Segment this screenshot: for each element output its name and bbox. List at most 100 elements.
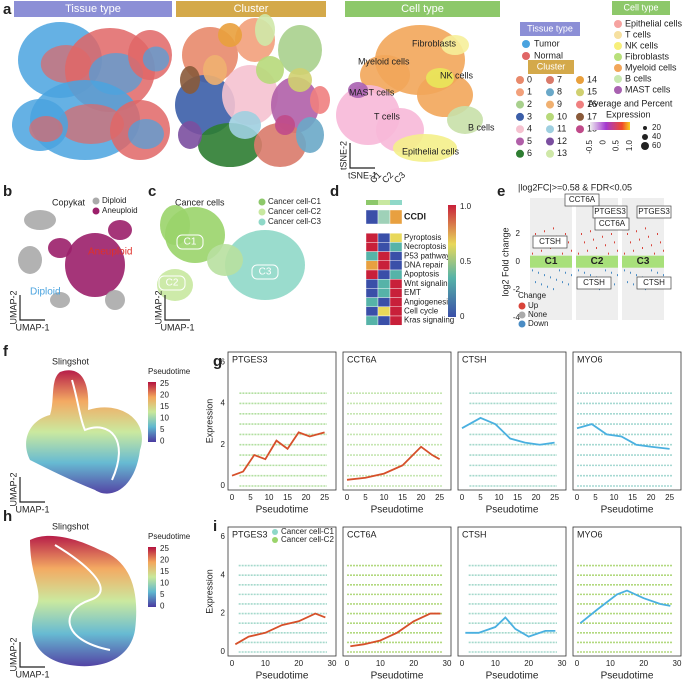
legend-dot — [258, 198, 266, 206]
panel-letter: e — [497, 183, 505, 200]
colorbar-tick: 10 — [160, 414, 169, 423]
plot-box — [227, 526, 337, 657]
gene-title: MYO6 — [577, 529, 603, 539]
heat-cell — [389, 260, 403, 271]
gene-title: CTSH — [462, 529, 487, 539]
legend-dot — [516, 137, 524, 146]
panel-letter: h — [3, 508, 12, 525]
legend-dot — [516, 112, 524, 121]
legend-label: MAST cells — [625, 84, 671, 94]
legend-label: 6 — [527, 148, 532, 158]
colorbar-tick: 1.0 — [460, 202, 472, 211]
cell-cloud — [18, 246, 42, 274]
trend-curve — [234, 612, 326, 646]
legend-label: Cancer cell-C2 — [281, 535, 334, 544]
cell-cloud — [178, 121, 202, 149]
cell-cloud — [29, 116, 63, 142]
heat-cell — [377, 279, 391, 289]
label-box — [176, 234, 204, 250]
y-tick-label: 4 — [221, 570, 226, 579]
legend-dot — [516, 76, 524, 84]
y-tick-label: 0 — [221, 647, 226, 656]
legend-label: 2 — [527, 99, 532, 109]
heat-cell — [365, 288, 379, 298]
legend-dot — [258, 218, 266, 226]
x-tick-label: 20 — [647, 493, 656, 502]
x-tick-label: 20 — [524, 659, 533, 668]
axis-label: Expression — [204, 399, 214, 444]
legend-title: Average and Percent — [588, 98, 673, 108]
x-tick-label: 0 — [345, 659, 350, 668]
cell-cloud — [278, 25, 322, 75]
legend-label: 0 — [527, 74, 532, 84]
row-label: Angiogenesis — [404, 297, 452, 306]
row-label: CCDI — [404, 211, 426, 221]
legend-label: 17 — [587, 111, 597, 121]
gene-label: CTSH — [643, 278, 665, 287]
legend-dot — [518, 302, 526, 310]
legend-label: 15 — [587, 87, 597, 97]
colorbar — [148, 547, 156, 607]
gene-title: MYO6 — [577, 354, 603, 364]
trajectory — [71, 379, 120, 481]
legend-dot — [614, 75, 622, 83]
panel-title: Cluster — [234, 3, 269, 15]
axis-label: UMAP-2 — [8, 290, 18, 324]
group-bar — [366, 200, 378, 205]
y-tick-label: -4 — [513, 313, 521, 322]
title-bar — [176, 1, 326, 17]
gene-title: PTGES3 — [232, 529, 268, 539]
legend-label: Fibroblasts — [625, 51, 670, 61]
x-tick-label: 0 — [230, 659, 235, 668]
legend-title: Pseudotime — [148, 367, 191, 376]
legend-label: 9 — [557, 99, 562, 109]
panel-letter: c — [148, 183, 156, 200]
heat-cell — [389, 288, 403, 298]
x-tick-label: 0 — [230, 493, 235, 502]
cell-cloud — [105, 290, 125, 310]
legend-label: T cells — [625, 29, 651, 39]
colorbar-tick: -0.5 — [585, 139, 594, 153]
x-tick-label: 15 — [513, 493, 522, 502]
colorbar — [448, 205, 456, 317]
heat-cell — [365, 260, 379, 271]
heat-cell — [377, 315, 391, 326]
axis-label: Pseudotime — [486, 671, 539, 682]
x-tick-label: 20 — [294, 659, 303, 668]
title-bar — [14, 1, 172, 17]
legend-dot — [546, 149, 554, 158]
panel-title: Cancer cells — [175, 197, 225, 207]
y-tick-label: 6 — [221, 532, 226, 541]
legend-dot — [92, 207, 100, 215]
plot-box — [342, 351, 452, 491]
cell-cloud — [50, 292, 70, 308]
axis-label: Pseudotime — [371, 671, 424, 682]
legend-dot — [522, 40, 530, 48]
plot-box — [457, 526, 567, 657]
heat-cell — [389, 306, 403, 317]
cluster-band — [576, 255, 618, 268]
legend-label: Cancer cell-C2 — [268, 207, 321, 216]
size-label: 40 — [652, 132, 661, 141]
legend-label: Diploid — [102, 196, 126, 205]
axis-label: Pseudotime — [256, 505, 309, 516]
legend-dot — [272, 537, 278, 543]
legend-label: Cancer cell-C1 — [268, 197, 321, 206]
legend-dot — [522, 52, 530, 60]
y-tick-label: -2 — [513, 285, 521, 294]
plot-box — [342, 526, 452, 657]
trend-curve — [231, 431, 325, 477]
legend-label: 12 — [557, 136, 567, 146]
colorbar-tick: 0 — [598, 139, 607, 144]
cell-cloud — [254, 123, 306, 167]
cell-cloud — [180, 66, 200, 94]
gene-box — [576, 276, 612, 290]
cell-label: Myeloid cells — [358, 56, 410, 66]
cell-label: Fibroblasts — [412, 38, 457, 48]
trend-curve — [461, 416, 555, 446]
cell-label: MAST cells — [349, 87, 395, 97]
x-tick-label: 5 — [363, 493, 368, 502]
cell-cloud — [24, 210, 56, 230]
cluster-label: C1 — [545, 256, 558, 267]
axis-label: Pseudotime — [601, 671, 654, 682]
